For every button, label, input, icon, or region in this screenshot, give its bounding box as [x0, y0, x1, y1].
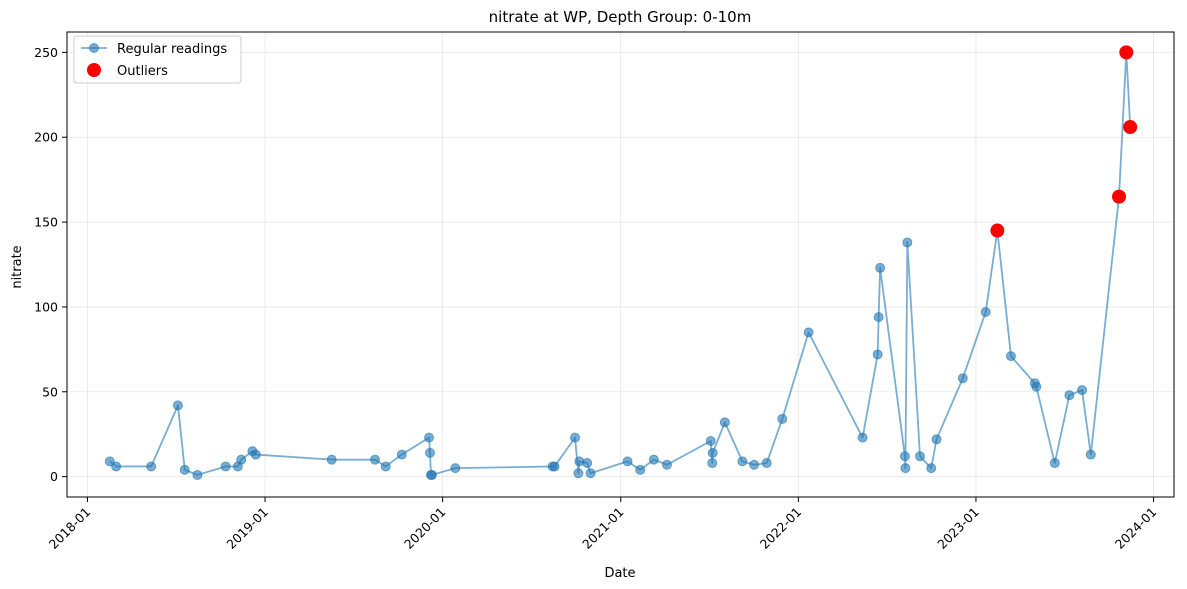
regular-reading-point: [707, 458, 718, 469]
regular-reading-point: [707, 447, 718, 458]
legend-box: [73, 35, 242, 84]
x-tick-label: 2018-01: [46, 504, 94, 552]
y-axis-ticks: 0 50 100 150 200 250: [34, 45, 67, 484]
regular-reading-point: [172, 400, 183, 411]
regular-reading-point: [585, 468, 596, 479]
regular-reading-point: [899, 451, 910, 462]
regular-reading-point: [1085, 449, 1096, 460]
regular-readings-points-group: [104, 47, 1136, 480]
outlier-point: [1119, 45, 1134, 60]
x-tick-label: 2019-01: [223, 504, 271, 552]
regular-reading-point: [737, 456, 748, 467]
x-tick-label: 2020-01: [401, 504, 449, 552]
legend-regular-marker: [89, 43, 99, 53]
regular-reading-point: [1077, 385, 1088, 396]
regular-reading-point: [426, 469, 437, 480]
x-tick-label: 2024-01: [1112, 504, 1160, 552]
x-axis-label: Date: [604, 566, 635, 581]
regular-reading-point: [424, 447, 435, 458]
regular-reading-point: [857, 432, 868, 443]
outlier-point: [990, 223, 1005, 238]
regular-readings-line: [109, 51, 1132, 476]
regular-reading-point: [926, 463, 937, 474]
regular-reading-point: [424, 432, 435, 443]
y-tick-label: 100: [34, 299, 58, 314]
regular-reading-point: [931, 434, 942, 445]
x-axis-ticks: 2018-01 2019-01 2020-01 2021-01 2022-01 2023-…: [46, 497, 1160, 552]
regular-reading-point: [396, 449, 407, 460]
regular-reading-point: [761, 458, 772, 469]
regular-reading-point: [236, 454, 247, 465]
regular-reading-point: [326, 454, 337, 465]
y-tick-label: 0: [50, 469, 58, 484]
regular-reading-point: [980, 307, 991, 318]
regular-reading-point: [250, 449, 261, 460]
y-axis-label: nitrate: [10, 245, 25, 288]
regular-reading-point: [192, 469, 203, 480]
chart-title: nitrate at WP, Depth Group: 0-10m: [489, 8, 752, 26]
regular-reading-point: [719, 417, 730, 428]
regular-reading-point: [622, 456, 633, 467]
regular-reading-point: [380, 461, 391, 472]
regular-reading-point: [573, 468, 584, 479]
regular-reading-point: [705, 435, 716, 446]
regular-reading-point: [875, 262, 886, 273]
regular-reading-point: [179, 464, 190, 475]
regular-reading-point: [549, 461, 560, 472]
regular-reading-point: [1049, 458, 1060, 469]
regular-reading-point: [1031, 381, 1042, 392]
regular-reading-point: [582, 458, 593, 469]
regular-reading-point: [914, 451, 925, 462]
grid: [67, 32, 1174, 497]
regular-reading-point: [450, 463, 461, 474]
y-tick-label: 200: [34, 130, 58, 145]
regular-reading-point: [749, 459, 760, 470]
legend-regular-label: Regular readings: [117, 42, 227, 57]
outlier-point: [1112, 189, 1127, 204]
regular-reading-point: [370, 454, 381, 465]
outlier-point: [1123, 120, 1138, 135]
legend-outlier-marker: [87, 63, 101, 77]
y-tick-label: 150: [34, 215, 58, 230]
regular-reading-point: [872, 349, 883, 360]
regular-reading-point: [957, 373, 968, 384]
regular-reading-point: [146, 461, 157, 472]
legend: Regular readings Outliers: [73, 35, 242, 84]
regular-reading-point: [1005, 351, 1016, 362]
regular-reading-point: [777, 413, 788, 424]
regular-reading-point: [111, 461, 122, 472]
regular-readings-line-group: [109, 51, 1132, 476]
y-tick-label: 250: [34, 45, 58, 60]
x-tick-label: 2021-01: [579, 504, 627, 552]
regular-reading-point: [902, 237, 913, 248]
regular-reading-point: [1064, 390, 1075, 401]
regular-reading-point: [648, 454, 659, 465]
regular-reading-point: [803, 327, 814, 338]
regular-reading-point: [661, 459, 672, 470]
regular-reading-point: [220, 461, 231, 472]
regular-reading-point: [900, 463, 911, 474]
x-tick-label: 2023-01: [934, 504, 982, 552]
legend-outlier-label: Outliers: [117, 64, 168, 79]
y-tick-label: 50: [42, 384, 58, 399]
regular-reading-point: [873, 312, 884, 323]
outliers-points-group: [990, 45, 1138, 238]
x-tick-label: 2022-01: [757, 504, 805, 552]
regular-reading-point: [570, 432, 581, 443]
regular-reading-point: [635, 464, 646, 475]
